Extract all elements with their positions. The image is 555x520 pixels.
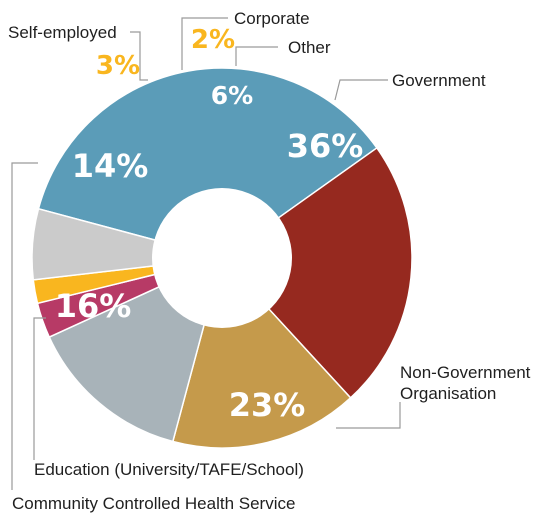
category-label-ngo: Non-Government Organisation (400, 363, 535, 403)
category-label-education: Education (University/TAFE/School) (34, 460, 304, 479)
category-label-community: Community Controlled Health Service (12, 494, 295, 513)
donut-hole (152, 188, 292, 328)
value-label-ngo: 23% (229, 386, 306, 424)
leader-community (11, 162, 38, 490)
value-label-government: 36% (287, 127, 364, 165)
leader-government (334, 79, 388, 101)
category-label-self-employed: Self-employed (8, 23, 117, 42)
value-labels: 36% 23% 16% 14% 6% 3% 2% (55, 25, 364, 424)
value-label-community: 14% (72, 147, 149, 185)
category-label-corporate: Corporate (234, 9, 310, 28)
leader-other (235, 46, 278, 66)
slice-government (37, 67, 378, 259)
leader-education (33, 317, 46, 460)
chart-slices (31, 67, 413, 449)
category-label-government: Government (392, 71, 486, 90)
category-labels: Self-employed Corporate Other Government… (8, 9, 535, 513)
leader-corporate (181, 17, 228, 70)
category-label-other: Other (288, 38, 331, 57)
value-label-self-employed: 3% (96, 51, 140, 81)
value-label-corporate: 2% (191, 25, 235, 55)
leader-ngo (336, 402, 401, 429)
value-label-education: 16% (55, 287, 132, 325)
value-label-other: 6% (211, 81, 253, 110)
slice-non-government-organisation (220, 146, 413, 399)
leader-self-employed (130, 31, 148, 81)
leader-lines (11, 17, 401, 490)
